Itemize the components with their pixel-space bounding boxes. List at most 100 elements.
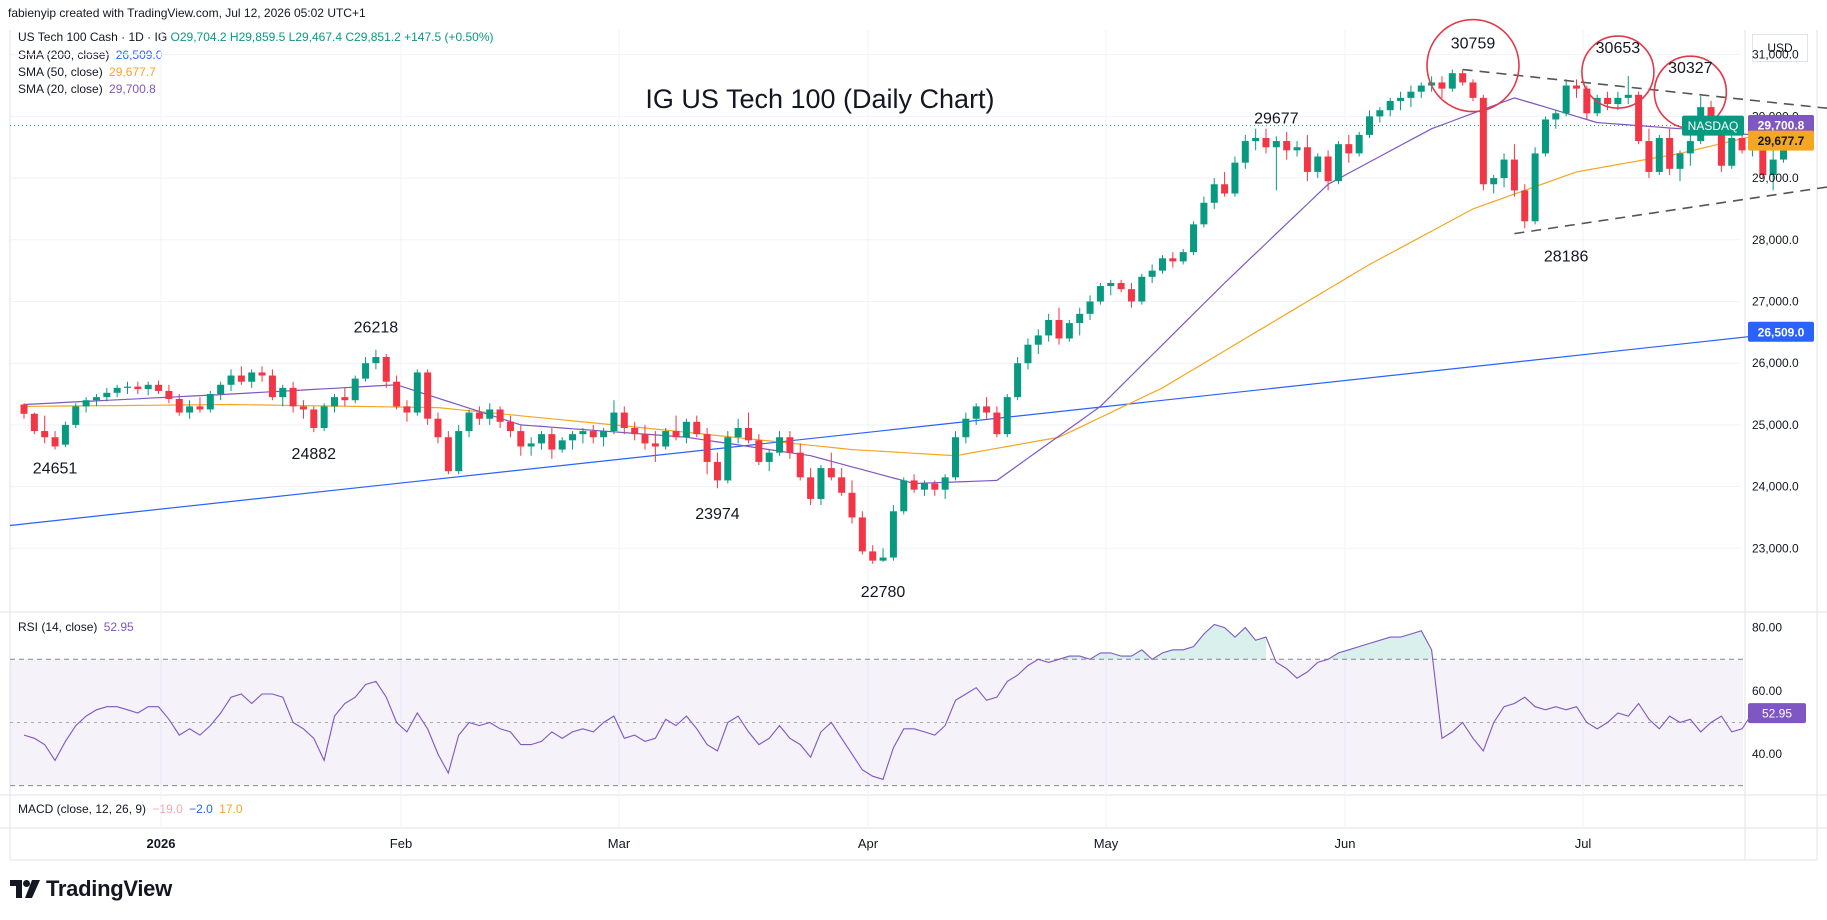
candle bbox=[1635, 91, 1643, 145]
candle-body bbox=[331, 397, 338, 407]
candle bbox=[486, 403, 494, 425]
candle bbox=[217, 381, 225, 401]
candle-body bbox=[1562, 85, 1570, 114]
candle bbox=[1728, 134, 1736, 169]
candle-body bbox=[941, 477, 949, 490]
price-annotation: 23974 bbox=[695, 506, 740, 523]
candle-body bbox=[1272, 141, 1280, 148]
candle bbox=[745, 412, 752, 444]
candle-body bbox=[72, 406, 80, 425]
candle-body bbox=[858, 517, 866, 552]
candle-body bbox=[1417, 85, 1425, 92]
candle bbox=[227, 369, 235, 391]
macd-signal-value: 17.0 bbox=[219, 802, 243, 816]
candle bbox=[682, 418, 690, 444]
candle-body bbox=[827, 468, 835, 478]
candle bbox=[1366, 110, 1373, 138]
candle-body bbox=[724, 437, 732, 481]
candle-body bbox=[434, 418, 442, 438]
macd-hist-value: −19.0 bbox=[152, 802, 183, 816]
candle bbox=[186, 400, 194, 419]
macd-legend[interactable]: MACD (close, 12, 26, 9) −19.0 −2.0 17.0 bbox=[18, 802, 243, 816]
candle-body bbox=[41, 431, 49, 438]
rsi-overbought-fill bbox=[1328, 630, 1432, 660]
price-grid bbox=[0, 30, 1827, 861]
symbol-legend: US Tech 100 Cash · 1D · IG O29,704.2 H29… bbox=[18, 30, 494, 44]
candle bbox=[1531, 147, 1539, 225]
candle-body bbox=[1159, 258, 1166, 271]
candle-body bbox=[1190, 224, 1198, 253]
candle-body bbox=[569, 434, 577, 441]
price-annotation: 22780 bbox=[861, 584, 906, 601]
candle bbox=[1324, 150, 1332, 191]
candle bbox=[920, 480, 928, 496]
sma50-legend[interactable]: SMA (50, close) 29,677.7 bbox=[18, 65, 156, 79]
rsi-badge-bg bbox=[1748, 703, 1806, 724]
candle bbox=[858, 511, 866, 555]
candle-body bbox=[1448, 73, 1456, 89]
candle bbox=[1376, 107, 1384, 123]
candle-body bbox=[1624, 94, 1632, 98]
candle-body bbox=[134, 386, 142, 390]
candle bbox=[1024, 338, 1032, 370]
sma50-value: 29,677.7 bbox=[109, 65, 156, 79]
candle-body bbox=[910, 480, 918, 490]
price-annotation: 30653 bbox=[1596, 40, 1641, 57]
candle-body bbox=[869, 551, 877, 561]
candle bbox=[848, 480, 856, 524]
candle bbox=[1428, 76, 1436, 92]
time-tick-label: May bbox=[1094, 836, 1119, 851]
candle-body bbox=[1200, 202, 1208, 225]
candle-body bbox=[372, 357, 380, 364]
candle bbox=[310, 406, 318, 433]
candle bbox=[807, 468, 815, 506]
rsi-tick-label: 60.00 bbox=[1752, 684, 1782, 698]
candles bbox=[20, 69, 1798, 564]
candle bbox=[1003, 394, 1011, 438]
currency-button[interactable]: USD bbox=[1752, 34, 1808, 62]
candle-body bbox=[1366, 116, 1373, 135]
candle bbox=[786, 431, 794, 459]
candle bbox=[1262, 128, 1270, 154]
candle-body bbox=[393, 381, 401, 407]
candle-body bbox=[20, 404, 28, 414]
candle-body bbox=[237, 375, 245, 382]
candle-body bbox=[1666, 137, 1674, 169]
candle-body bbox=[1076, 313, 1084, 324]
candle-body bbox=[1241, 141, 1249, 163]
candle-body bbox=[734, 427, 742, 438]
candle-body bbox=[1252, 137, 1260, 142]
candle bbox=[279, 384, 287, 407]
candle-body bbox=[1438, 82, 1446, 89]
price-annotation: 24651 bbox=[33, 460, 78, 477]
candle bbox=[1086, 295, 1094, 320]
sma20-legend[interactable]: SMA (20, close) 29,700.8 bbox=[18, 82, 156, 96]
candle bbox=[620, 406, 628, 435]
sma20-value: 29,700.8 bbox=[109, 82, 156, 96]
candle-body bbox=[1500, 159, 1508, 179]
candle bbox=[1096, 282, 1104, 305]
candle-body bbox=[444, 437, 452, 472]
price-tick-label: 23,000.0 bbox=[1752, 541, 1799, 555]
candle bbox=[838, 468, 846, 496]
candle-body bbox=[1459, 73, 1467, 83]
candle bbox=[20, 403, 28, 419]
candle bbox=[1148, 264, 1156, 283]
rsi-legend[interactable]: RSI (14, close) 52.95 bbox=[18, 620, 134, 634]
time-axis: 2026 Feb Mar Apr May Jun Jul bbox=[147, 836, 1592, 851]
candle-body bbox=[92, 397, 100, 401]
symbol-tag: NASDAQ bbox=[1688, 119, 1739, 133]
candle-body bbox=[496, 409, 504, 422]
candle-body bbox=[1510, 159, 1518, 191]
highlight-circle bbox=[1581, 35, 1655, 109]
candle-body bbox=[155, 384, 163, 391]
tradingview-logo[interactable]: TradingView bbox=[10, 876, 172, 902]
candle-body bbox=[1221, 184, 1229, 194]
symbol-name[interactable]: US Tech 100 Cash · 1D · IG bbox=[18, 30, 168, 44]
candle-body bbox=[620, 412, 628, 428]
candle bbox=[1055, 307, 1063, 345]
candle bbox=[703, 427, 711, 475]
candle-body bbox=[1138, 276, 1146, 302]
candle-body bbox=[103, 392, 111, 398]
